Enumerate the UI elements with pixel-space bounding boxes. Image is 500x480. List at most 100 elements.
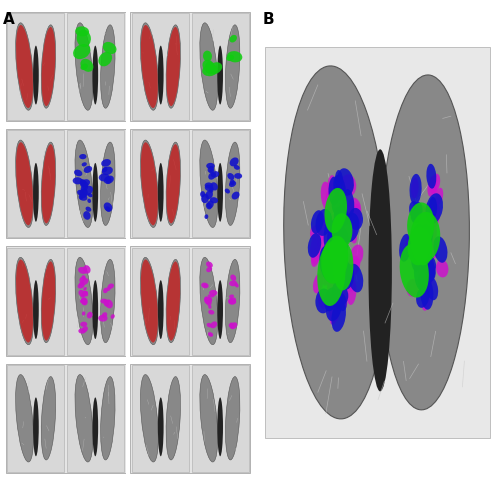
Ellipse shape (230, 275, 236, 281)
Ellipse shape (426, 276, 438, 300)
Ellipse shape (204, 182, 213, 189)
Ellipse shape (326, 222, 340, 244)
Ellipse shape (200, 191, 205, 197)
Ellipse shape (208, 332, 213, 337)
Ellipse shape (328, 227, 340, 255)
Ellipse shape (348, 208, 363, 230)
Ellipse shape (206, 64, 216, 74)
Ellipse shape (102, 167, 113, 175)
FancyBboxPatch shape (132, 248, 189, 355)
Ellipse shape (102, 312, 107, 318)
Ellipse shape (332, 194, 345, 218)
Ellipse shape (208, 294, 212, 298)
Ellipse shape (166, 142, 180, 226)
Ellipse shape (205, 297, 212, 302)
Ellipse shape (329, 232, 342, 253)
Ellipse shape (82, 275, 86, 280)
Ellipse shape (206, 203, 212, 209)
Ellipse shape (426, 221, 437, 239)
Ellipse shape (421, 236, 434, 253)
FancyBboxPatch shape (192, 13, 248, 120)
Ellipse shape (80, 195, 84, 200)
Ellipse shape (79, 154, 86, 159)
Ellipse shape (338, 239, 347, 262)
Ellipse shape (324, 288, 338, 312)
Ellipse shape (330, 235, 340, 249)
Ellipse shape (330, 250, 344, 270)
Ellipse shape (420, 212, 431, 229)
Ellipse shape (234, 173, 242, 179)
Ellipse shape (166, 377, 180, 460)
Ellipse shape (206, 163, 214, 169)
Ellipse shape (405, 233, 414, 253)
Ellipse shape (200, 257, 218, 345)
Ellipse shape (418, 266, 427, 291)
Ellipse shape (421, 265, 428, 286)
Ellipse shape (311, 210, 324, 234)
Ellipse shape (410, 212, 440, 263)
Ellipse shape (422, 230, 432, 252)
Ellipse shape (92, 46, 98, 105)
Ellipse shape (92, 397, 98, 456)
FancyBboxPatch shape (8, 365, 64, 472)
FancyBboxPatch shape (8, 13, 64, 120)
Ellipse shape (422, 295, 430, 311)
Ellipse shape (349, 226, 357, 243)
Ellipse shape (206, 323, 212, 327)
Ellipse shape (428, 175, 437, 197)
Ellipse shape (333, 242, 353, 290)
Ellipse shape (41, 259, 56, 343)
Ellipse shape (424, 256, 436, 276)
Ellipse shape (424, 235, 432, 251)
Ellipse shape (80, 322, 88, 327)
Ellipse shape (42, 144, 56, 223)
Ellipse shape (419, 225, 431, 254)
Ellipse shape (346, 278, 356, 305)
Ellipse shape (16, 260, 33, 343)
Ellipse shape (100, 142, 115, 226)
Ellipse shape (341, 221, 351, 238)
Ellipse shape (158, 46, 164, 105)
Ellipse shape (407, 203, 434, 248)
Ellipse shape (410, 240, 420, 264)
Ellipse shape (218, 280, 223, 339)
Ellipse shape (426, 272, 433, 284)
Ellipse shape (141, 25, 158, 108)
Ellipse shape (422, 256, 434, 285)
Ellipse shape (334, 203, 347, 223)
Ellipse shape (207, 200, 214, 208)
Ellipse shape (419, 237, 428, 262)
Ellipse shape (229, 297, 236, 305)
Ellipse shape (328, 233, 338, 257)
Ellipse shape (33, 46, 39, 105)
Ellipse shape (328, 299, 339, 322)
Ellipse shape (105, 206, 110, 212)
Ellipse shape (423, 244, 430, 263)
Ellipse shape (368, 149, 392, 391)
Ellipse shape (332, 238, 347, 273)
Ellipse shape (417, 205, 428, 224)
Ellipse shape (80, 59, 94, 72)
Ellipse shape (106, 177, 112, 184)
Ellipse shape (413, 224, 428, 248)
FancyBboxPatch shape (6, 12, 126, 121)
Ellipse shape (218, 397, 223, 456)
Ellipse shape (399, 234, 411, 262)
Ellipse shape (331, 238, 339, 254)
Ellipse shape (350, 244, 364, 266)
Ellipse shape (76, 30, 91, 47)
Ellipse shape (229, 181, 236, 187)
Ellipse shape (320, 244, 332, 273)
Ellipse shape (230, 322, 237, 329)
Ellipse shape (420, 224, 432, 255)
Ellipse shape (326, 190, 335, 215)
FancyBboxPatch shape (130, 129, 250, 239)
Ellipse shape (422, 280, 432, 300)
Ellipse shape (204, 297, 210, 304)
Ellipse shape (412, 238, 422, 252)
Ellipse shape (218, 163, 223, 222)
Ellipse shape (436, 260, 448, 277)
Ellipse shape (331, 234, 344, 257)
Ellipse shape (330, 226, 348, 255)
Ellipse shape (98, 174, 110, 181)
